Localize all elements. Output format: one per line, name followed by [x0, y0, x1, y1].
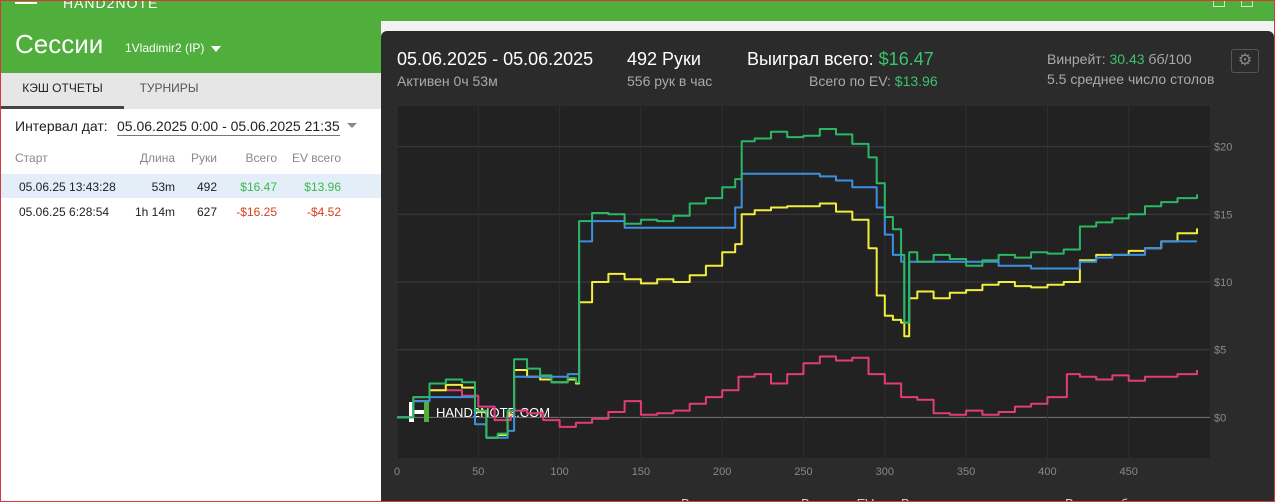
cell-hands: 492 [196, 180, 217, 194]
ev-total-value: $13.96 [894, 73, 938, 89]
report-tabs: КЭШ ОТЧЕТЫ ТУРНИРЫ [1, 73, 381, 109]
date-range: 05.06.2025 - 05.06.2025 [397, 49, 594, 69]
y-tick-label: $10 [1214, 277, 1232, 289]
hands-count: 492 Руки [627, 49, 701, 69]
watermark-logo: HAND2NOTE.COM [409, 402, 550, 422]
series-line-0 [397, 128, 1198, 439]
title-bar: HAND2NOTE [1, 0, 1274, 21]
series-lines [397, 128, 1198, 439]
tab-cash-reports[interactable]: КЭШ ОТЧЕТЫ [1, 73, 124, 109]
ev-total-stat: Всего по EV: $13.96 [809, 73, 938, 89]
cell-ev-total: $13.96 [304, 180, 341, 194]
avg-tables: 5.5 среднее число столов [1047, 71, 1215, 87]
page-title: Сессии [15, 29, 104, 59]
cell-total: -$16.25 [236, 205, 277, 219]
winrate-stat: Винрейт: 30.43 бб/100 [1047, 51, 1192, 67]
x-tick-label: 450 [1120, 466, 1138, 478]
legend-label: Выиграл без шоудауна [1065, 496, 1204, 502]
sessions-header: Сессии 1Vladimir2 (IP) [1, 21, 381, 73]
legend: Выиграл всего Всего по EV Выиграл на шоуда… [681, 496, 1204, 502]
column-header-length[interactable]: Длина [139, 151, 175, 165]
column-header-start[interactable]: Старт [15, 151, 48, 165]
cell-ev-total: -$4.52 [306, 205, 341, 219]
column-header-ev-total[interactable]: EV всего [291, 151, 341, 165]
session-graph-panel: 05.06.2025 - 05.06.2025 Активен 0ч 53м 4… [381, 31, 1274, 502]
chevron-down-icon[interactable] [347, 123, 357, 128]
x-tick-label: 150 [632, 466, 650, 478]
series-line-1 [397, 202, 1198, 439]
hands-per-hour: 556 рук в час [627, 73, 713, 89]
column-header-hands[interactable]: Руки [191, 151, 217, 165]
table-row[interactable]: 05.06.25 13:43:28 53m 492 $16.47 $13.96 [1, 174, 381, 198]
x-tick-label: 50 [472, 466, 484, 478]
ev-total-label: Всего по EV: [809, 73, 891, 89]
x-tick-label: 300 [876, 466, 894, 478]
series-line-3 [397, 355, 1198, 428]
x-tick-label: 100 [550, 466, 568, 478]
date-interval-label: Интервал дат: [15, 118, 108, 134]
cell-total: $16.47 [240, 180, 277, 194]
player-selector[interactable]: 1Vladimir2 (IP) [125, 41, 205, 55]
x-tick-label: 200 [713, 466, 731, 478]
won-total-stat: Выиграл всего: $16.47 [747, 49, 934, 70]
session-line-chart: HAND2NOTE.COM $0 $5 $10 $15 $20 0 50 100 150 200 2… [394, 106, 1232, 502]
date-interval-filter: Интервал дат: 05.06.2025 0:00 - 05.06.20… [1, 109, 381, 141]
x-tick-label: 0 [394, 466, 400, 478]
table-row[interactable]: 05.06.25 6:28:54 1h 14m 627 -$16.25 -$4.… [1, 199, 381, 223]
maximize-icon[interactable] [1241, 1, 1253, 7]
active-time: Активен 0ч 53м [397, 73, 498, 89]
watermark-text: HAND2NOTE.COM [436, 405, 550, 420]
axis-labels: $0 $5 $10 $15 $20 0 50 100 150 200 250 300 350 400 450 [394, 142, 1232, 478]
chevron-down-icon[interactable] [211, 46, 221, 52]
tab-tournaments[interactable]: ТУРНИРЫ [139, 81, 199, 95]
cell-hands: 627 [196, 205, 217, 219]
winrate-label: Винрейт: [1047, 51, 1106, 67]
column-header-total[interactable]: Всего [245, 151, 277, 165]
legend-label: Выиграл на шоудауне [901, 496, 1034, 502]
legend-label: Выиграл всего [681, 496, 769, 502]
winrate-value: 30.43 [1109, 51, 1145, 67]
winrate-unit: бб/100 [1148, 51, 1192, 67]
y-tick-label: $0 [1214, 412, 1226, 424]
minimize-icon[interactable] [1213, 1, 1225, 7]
cell-length: 1h 14m [134, 205, 175, 219]
sessions-table: Старт Длина Руки Всего EV всего 05.06.25… [1, 141, 381, 501]
cell-start: 05.06.25 6:28:54 [19, 205, 110, 219]
hamburger-menu-icon[interactable] [15, 1, 37, 7]
x-tick-label: 400 [1038, 466, 1056, 478]
y-tick-label: $20 [1214, 142, 1232, 154]
cell-start: 05.06.25 13:43:28 [19, 180, 116, 194]
won-total-value: $16.47 [878, 49, 934, 69]
settings-gear-icon[interactable]: ⚙ [1231, 49, 1259, 73]
x-tick-label: 250 [794, 466, 812, 478]
won-total-label: Выиграл всего: [747, 49, 874, 69]
y-tick-label: $15 [1214, 209, 1232, 221]
date-interval-select[interactable]: 05.06.2025 0:00 - 05.06.2025 21:35 [117, 118, 340, 136]
x-tick-label: 350 [957, 466, 975, 478]
cell-length: 53m [151, 180, 175, 194]
y-tick-label: $5 [1214, 345, 1226, 357]
series-line-2 [397, 172, 1197, 439]
legend-label: Всего по EV [801, 496, 874, 502]
app-name: HAND2NOTE [63, 0, 159, 11]
